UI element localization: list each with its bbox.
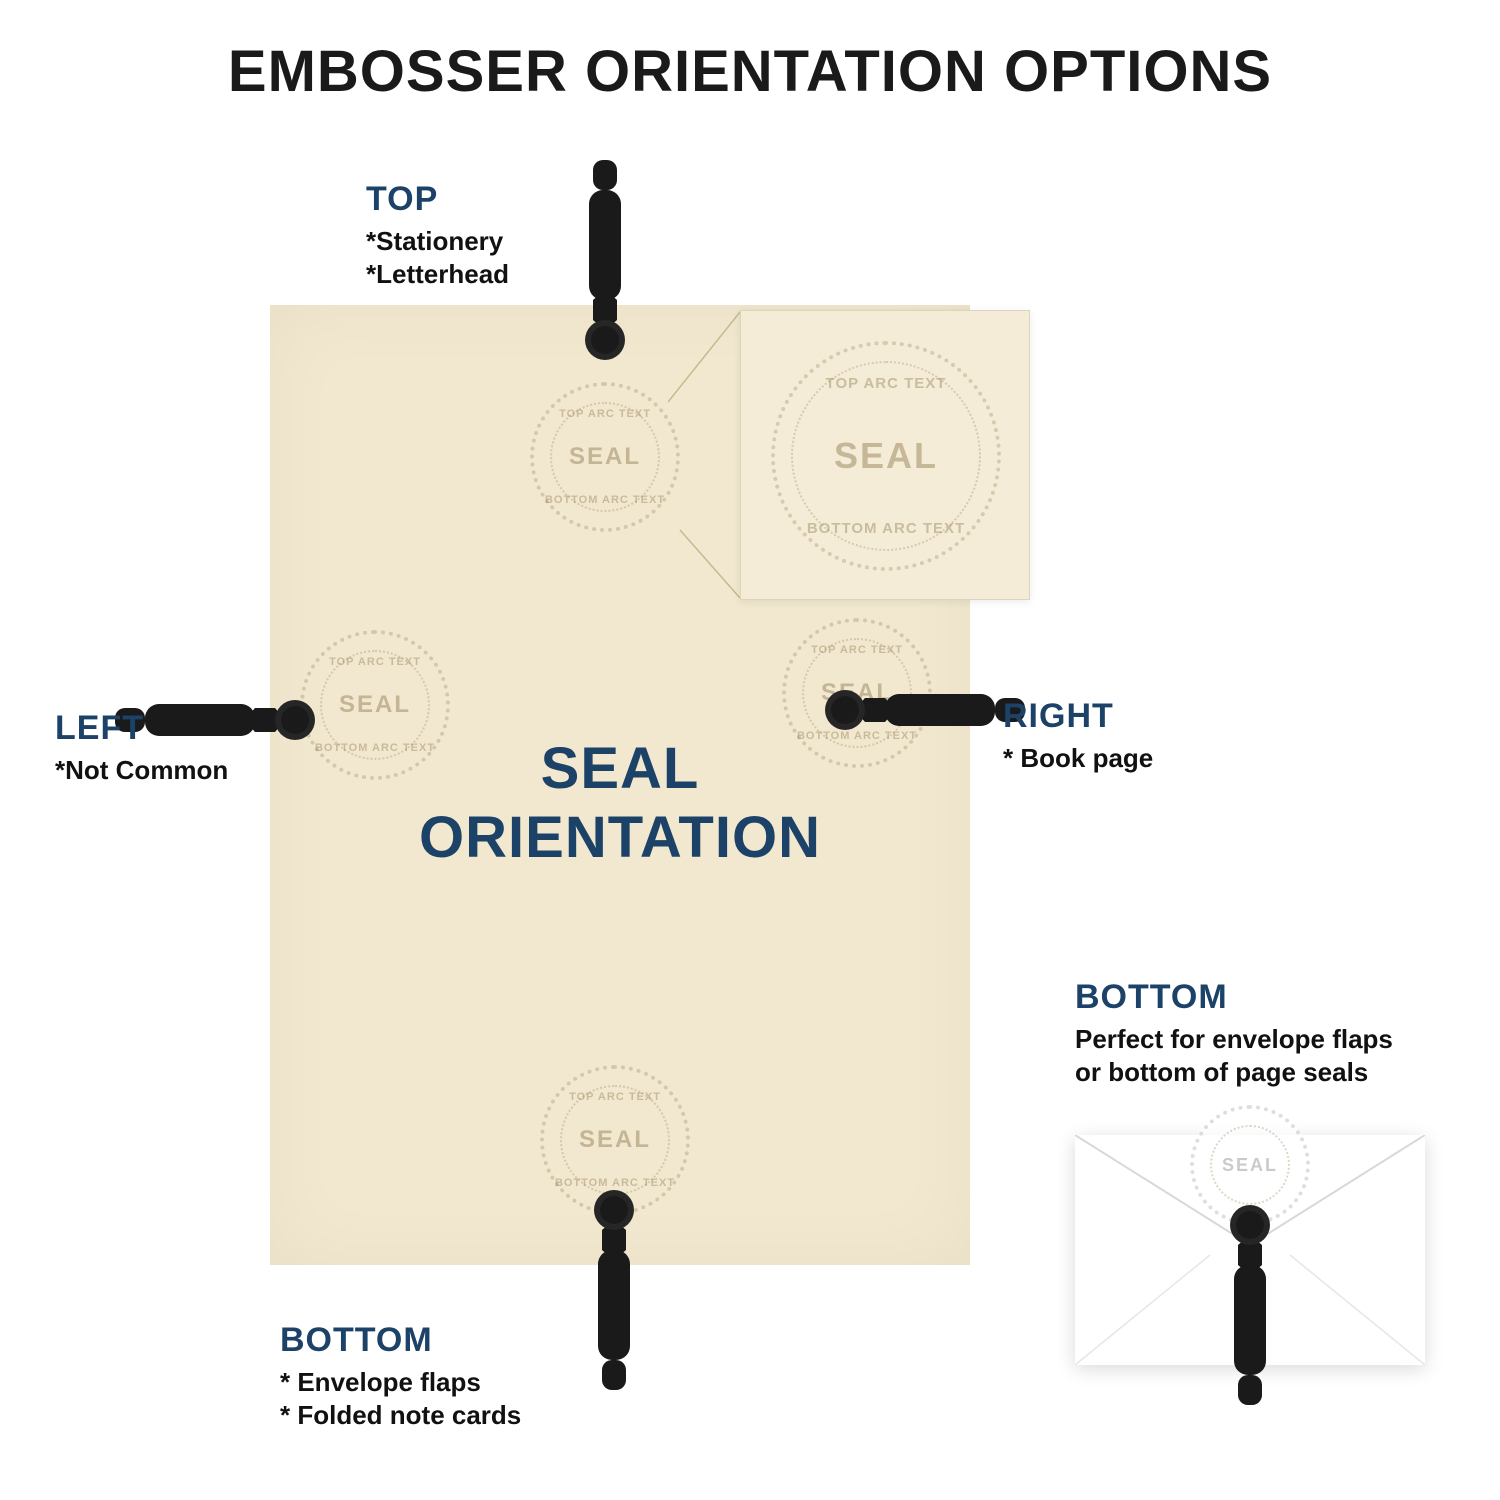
seal-center-text: SEAL [1222,1155,1278,1176]
label-line: * Folded note cards [280,1399,521,1432]
zoom-detail-box: TOP ARC TEXT SEAL BOTTOM ARC TEXT [740,310,1030,600]
seal-center-text: SEAL [834,435,938,477]
label-bottom-envelope: BOTTOM Perfect for envelope flaps or bot… [1075,978,1393,1088]
seal-top: TOP ARC TEXT SEAL BOTTOM ARC TEXT [530,382,680,532]
embosser-top [575,160,635,360]
label-heading: BOTTOM [280,1321,521,1360]
label-right: RIGHT * Book page [1003,697,1153,775]
seal-center-text: SEAL [569,443,641,471]
seal-arc-bottom: BOTTOM ARC TEXT [807,520,965,537]
label-heading: TOP [366,180,509,219]
seal-left: TOP ARC TEXT SEAL BOTTOM ARC TEXT [300,630,450,780]
seal-arc-bottom: BOTTOM ARC TEXT [545,494,665,506]
label-line: *Letterhead [366,258,509,291]
center-text-line2: ORIENTATION [270,804,970,871]
seal-zoom: TOP ARC TEXT SEAL BOTTOM ARC TEXT [771,341,1001,571]
seal-arc-top: TOP ARC TEXT [559,408,651,420]
label-left: LEFT *Not Common [55,709,228,787]
label-line: *Stationery [366,225,509,258]
seal-arc-top: TOP ARC TEXT [811,644,903,656]
label-top: TOP *Stationery *Letterhead [366,180,509,290]
embosser-right [825,680,1025,740]
seal-arc-top: TOP ARC TEXT [826,375,947,392]
seal-arc-top: TOP ARC TEXT [569,1091,661,1103]
embosser-bottom [584,1190,644,1390]
seal-arc-bottom: BOTTOM ARC TEXT [555,1177,675,1189]
embosser-envelope [1220,1205,1280,1405]
label-bottom: BOTTOM * Envelope flaps * Folded note ca… [280,1321,521,1431]
label-line: or bottom of page seals [1075,1056,1393,1089]
seal-arc-bottom: BOTTOM ARC TEXT [315,742,435,754]
seal-center-text: SEAL [579,1126,651,1154]
envelope-example: SEAL [1075,1095,1425,1395]
label-heading: LEFT [55,709,228,748]
label-heading: BOTTOM [1075,978,1393,1017]
label-line: Perfect for envelope flaps [1075,1023,1393,1056]
label-heading: RIGHT [1003,697,1153,736]
seal-center-text: SEAL [339,691,411,719]
page-title: EMBOSSER ORIENTATION OPTIONS [0,38,1500,105]
label-line: *Not Common [55,754,228,787]
seal-arc-top: TOP ARC TEXT [329,656,421,668]
label-line: * Book page [1003,742,1153,775]
label-line: * Envelope flaps [280,1366,521,1399]
